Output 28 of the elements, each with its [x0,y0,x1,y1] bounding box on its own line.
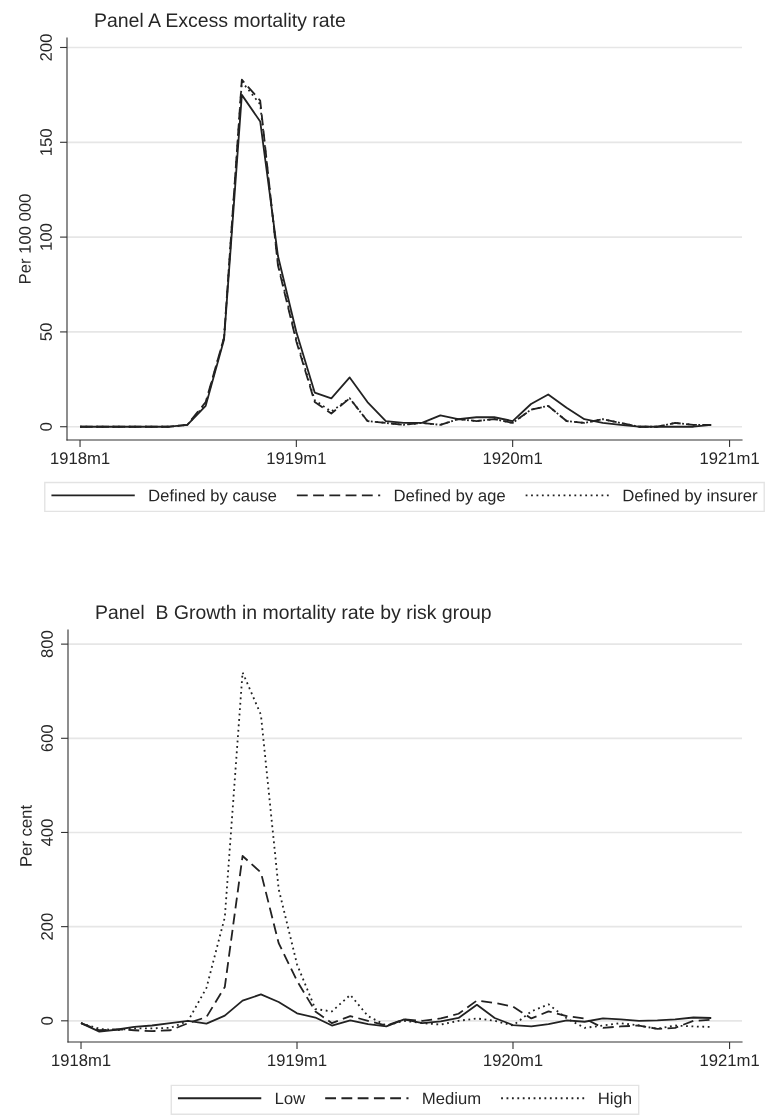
y-tick-label: 0 [40,422,52,431]
x-tick-label: 1920m1 [483,452,542,465]
legend-label: Low [275,1092,306,1105]
y-tick-label: 200 [41,913,53,940]
legend-label: Medium [423,1092,481,1105]
y-tick-label: 200 [40,34,52,61]
chart-title: Panel B Growth in mortality rate by risk group [96,604,491,623]
legend-label: Defined by cause [149,489,277,505]
chart-title: Panel A Excess mortality rate [95,12,345,31]
y-tick-label: 0 [41,1016,53,1025]
y-tick-label: 600 [41,725,53,752]
y-tick-label: 50 [40,323,52,341]
legend-label: Defined by insurer [623,489,758,505]
y-tick-label: 150 [40,129,52,155]
legend-label: High [599,1092,631,1108]
x-tick-label: 1918m1 [52,1054,111,1067]
x-tick-label: 1919m1 [267,452,326,465]
x-tick-label: 1920m1 [484,1054,543,1067]
x-tick-label: 1918m1 [51,452,110,465]
x-tick-label: 1919m1 [268,1054,327,1067]
y-tick-label: 800 [41,630,53,658]
legend-label: Defined by age [394,489,505,505]
x-tick-label: 1921m1 [700,1054,759,1067]
y-tick-label: 100 [40,223,52,250]
y-axis-title: Per 100 000 [19,194,31,284]
y-axis-title: Per cent [20,805,32,866]
y-tick-label: 400 [41,819,53,846]
x-tick-label: 1921m1 [700,452,759,465]
